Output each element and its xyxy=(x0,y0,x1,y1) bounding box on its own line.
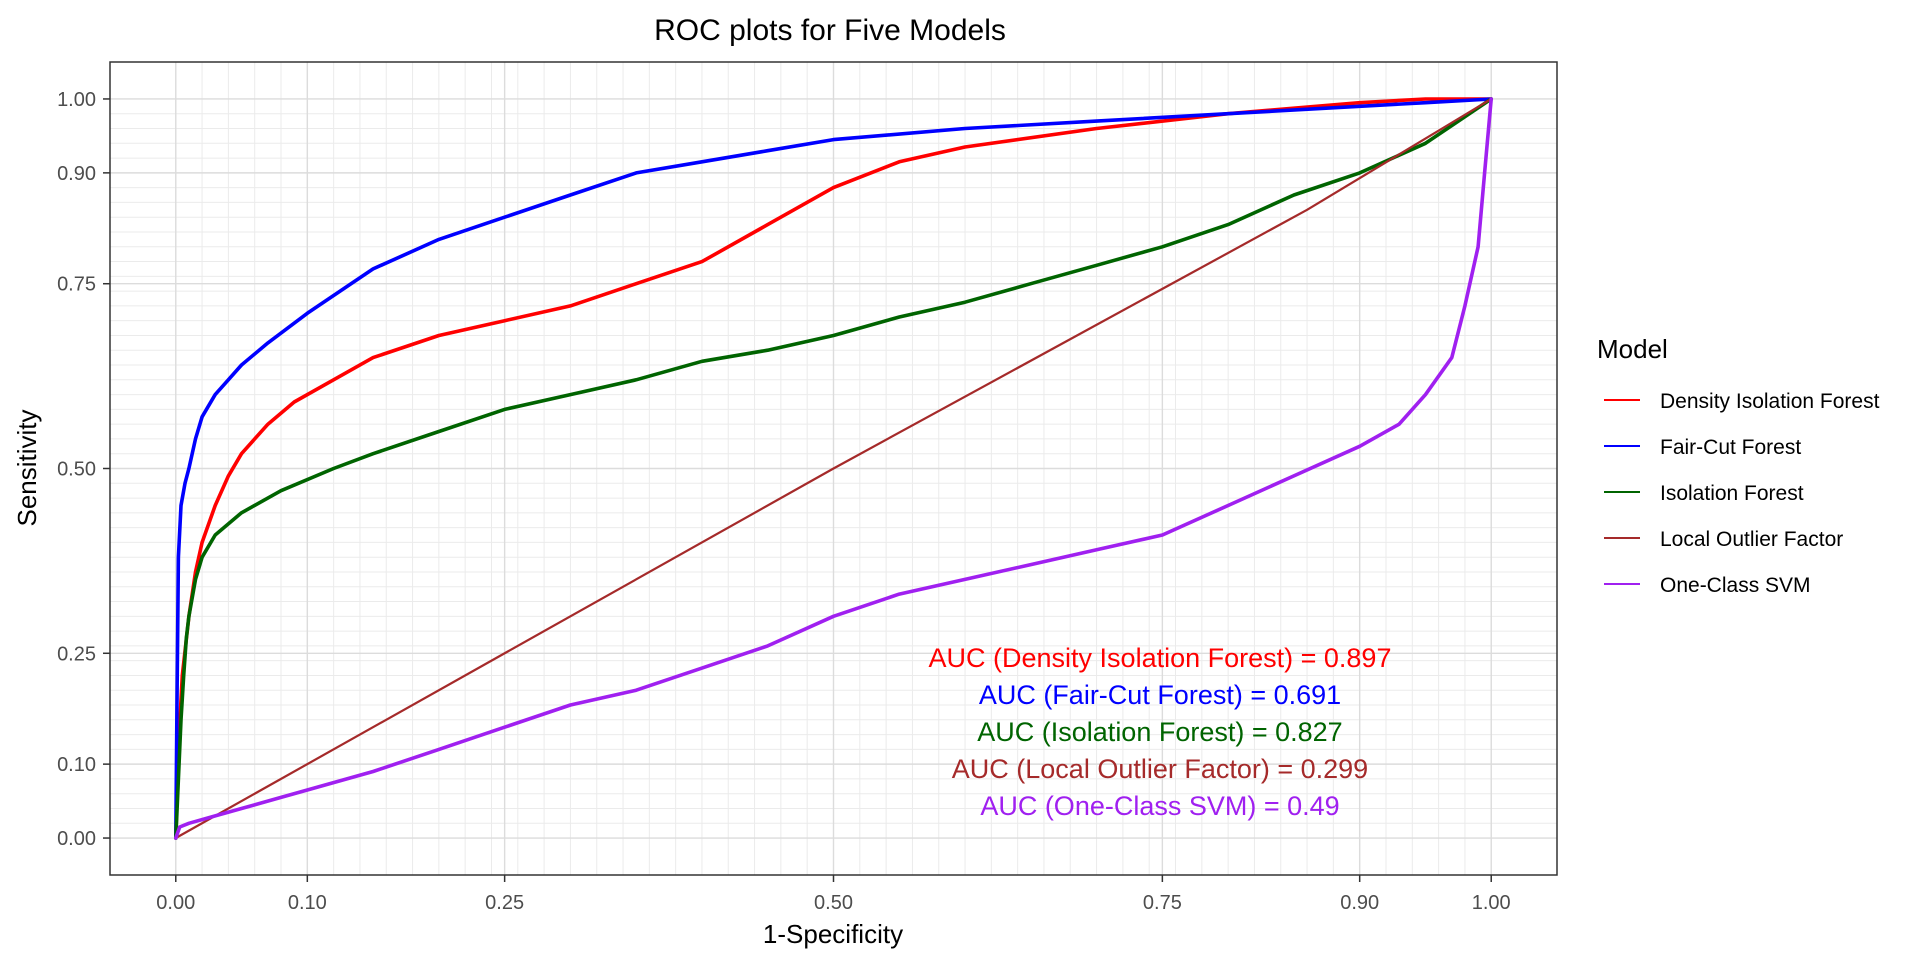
y-tick-label: 0.10 xyxy=(57,754,96,776)
x-tick-label: 0.25 xyxy=(485,892,524,914)
x-tick-label: 0.90 xyxy=(1340,892,1379,914)
legend-title: Model xyxy=(1597,334,1668,364)
series-line xyxy=(174,97,1493,840)
series-line xyxy=(174,97,1493,840)
y-tick-label: 0.00 xyxy=(57,828,96,850)
auc-annotation: AUC (Local Outlier Factor) = 0.299 xyxy=(952,754,1368,784)
legend-label: Density Isolation Forest xyxy=(1660,390,1880,413)
series-lines xyxy=(174,97,1493,840)
legend-label: Local Outlier Factor xyxy=(1660,528,1843,551)
x-tick-label: 0.10 xyxy=(288,892,327,914)
legend: Model Density Isolation Forest Fair-Cut F… xyxy=(1597,334,1880,597)
chart-title: ROC plots for Five Models xyxy=(654,14,1006,47)
auc-annotation: AUC (One-Class SVM) = 0.49 xyxy=(980,791,1339,821)
x-axis-title: 1-Specificity xyxy=(763,919,903,949)
y-tick-label: 0.90 xyxy=(57,163,96,185)
auc-annotation: AUC (Density Isolation Forest) = 0.897 xyxy=(929,643,1392,673)
y-tick-label: 0.50 xyxy=(57,459,96,481)
x-tick-label: 0.00 xyxy=(156,892,195,914)
legend-label: Fair-Cut Forest xyxy=(1660,436,1801,459)
series-line xyxy=(174,97,1493,840)
legend-label: One-Class SVM xyxy=(1660,574,1811,597)
y-tick-label: 1.00 xyxy=(57,89,96,111)
auc-annotation: AUC (Isolation Forest) = 0.827 xyxy=(977,717,1342,747)
y-tick-label: 0.75 xyxy=(57,274,96,296)
x-tick-label: 0.75 xyxy=(1143,892,1182,914)
x-tick-label: 0.50 xyxy=(814,892,853,914)
auc-annotations: AUC (Density Isolation Forest) = 0.897 AU… xyxy=(929,643,1392,821)
x-tick-label: 1.00 xyxy=(1472,892,1511,914)
y-axis-title: Sensitivity xyxy=(12,409,42,526)
legend-label: Isolation Forest xyxy=(1660,482,1804,505)
series-line xyxy=(174,97,1493,840)
y-tick-label: 0.25 xyxy=(57,643,96,665)
auc-annotation: AUC (Fair-Cut Forest) = 0.691 xyxy=(979,680,1341,710)
axis-ticks: 0.00 0.10 0.25 0.50 0.75 0.90 1.00 0.00 0.10 0.25… xyxy=(57,89,1511,914)
series-line xyxy=(174,97,1493,840)
